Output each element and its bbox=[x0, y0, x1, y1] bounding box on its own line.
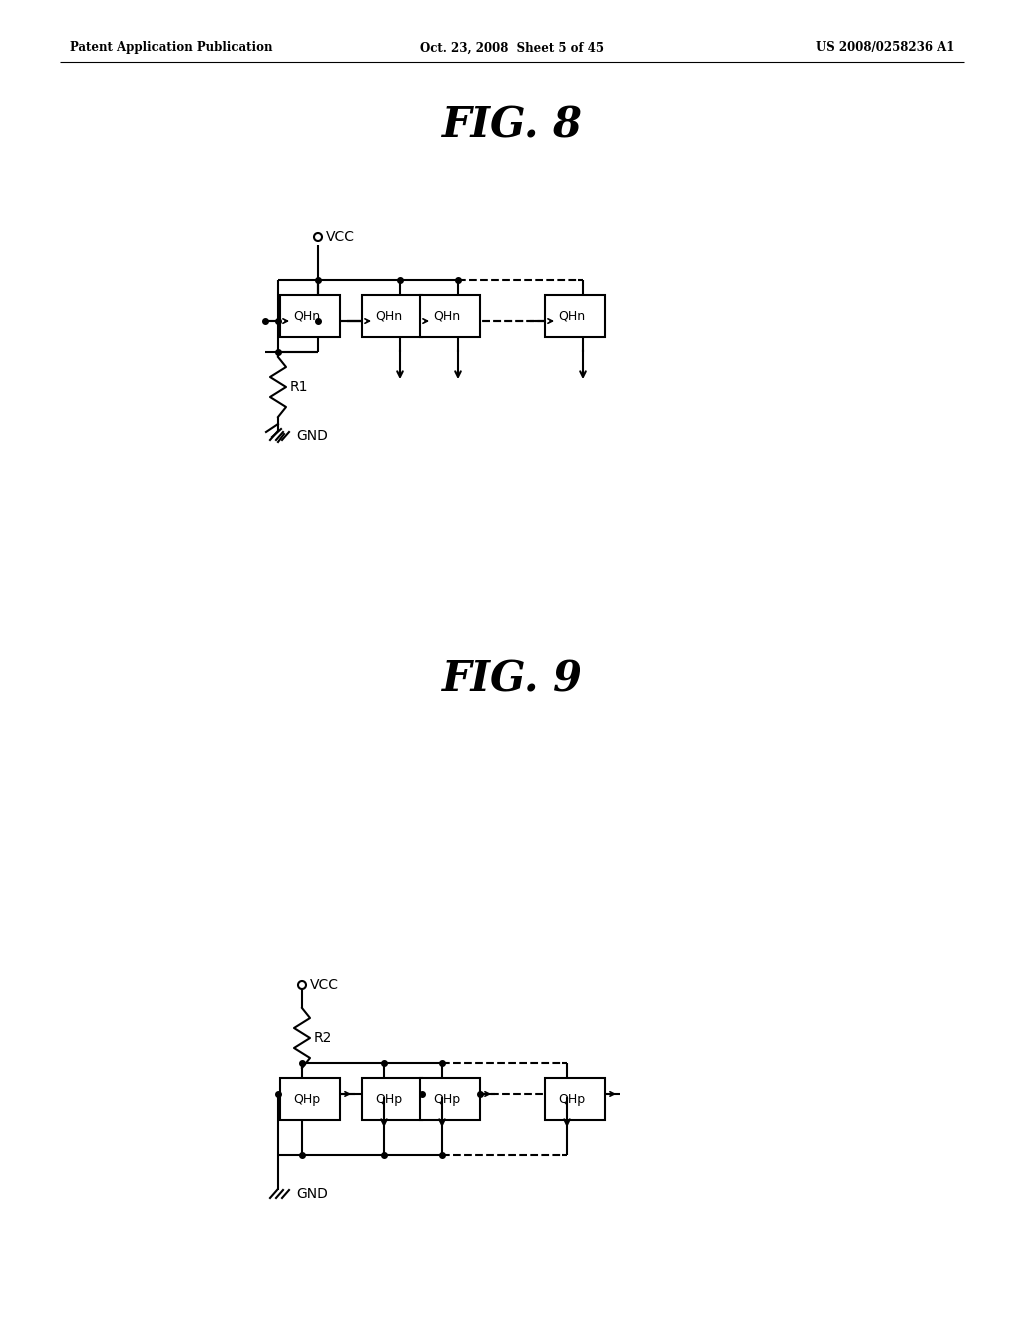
Text: VCC: VCC bbox=[310, 978, 339, 993]
Text: QHp: QHp bbox=[294, 1093, 321, 1106]
Bar bbox=[280, 1078, 340, 1119]
Text: GND: GND bbox=[296, 429, 328, 444]
Text: R2: R2 bbox=[314, 1031, 333, 1045]
Text: US 2008/0258236 A1: US 2008/0258236 A1 bbox=[816, 41, 954, 54]
Bar bbox=[420, 294, 480, 337]
Text: FIG. 8: FIG. 8 bbox=[441, 104, 583, 147]
Text: QHn: QHn bbox=[433, 309, 461, 322]
Text: QHp: QHp bbox=[558, 1093, 586, 1106]
Bar bbox=[280, 294, 340, 337]
Text: FIG. 9: FIG. 9 bbox=[441, 659, 583, 701]
Text: R1: R1 bbox=[290, 380, 308, 393]
Bar bbox=[420, 1078, 480, 1119]
Text: QHn: QHn bbox=[376, 309, 402, 322]
Text: VCC: VCC bbox=[326, 230, 355, 244]
Bar bbox=[545, 294, 605, 337]
Text: QHn: QHn bbox=[294, 309, 321, 322]
Text: QHp: QHp bbox=[376, 1093, 402, 1106]
Bar bbox=[362, 294, 422, 337]
Text: Patent Application Publication: Patent Application Publication bbox=[70, 41, 272, 54]
Bar bbox=[545, 1078, 605, 1119]
Text: QHp: QHp bbox=[433, 1093, 461, 1106]
Text: QHn: QHn bbox=[558, 309, 586, 322]
Text: GND: GND bbox=[296, 1187, 328, 1201]
Bar bbox=[362, 1078, 422, 1119]
Text: Oct. 23, 2008  Sheet 5 of 45: Oct. 23, 2008 Sheet 5 of 45 bbox=[420, 41, 604, 54]
